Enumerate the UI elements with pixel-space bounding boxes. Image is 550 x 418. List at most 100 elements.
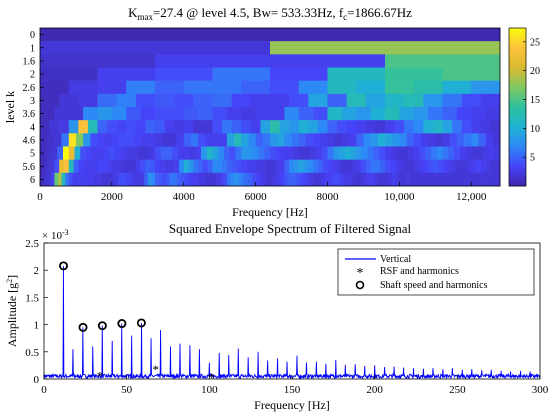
colorbar-segment [509,35,526,39]
heatmap-cell [370,159,376,174]
kurtogram-y-tick-label: 2.6 [23,83,36,94]
heatmap-cell [320,172,325,187]
heatmap-cell [404,93,424,108]
heatmap-cell [250,120,261,134]
heatmap-cell [226,159,232,174]
heatmap-cell [289,159,295,174]
heatmap-cell [143,146,150,160]
colorbar-segment [509,175,526,179]
shaft-speed-marker [136,318,146,328]
heatmap-cell [413,133,422,147]
heatmap-cell [40,80,70,95]
kurtogram-y-tick-label: 1 [30,43,35,54]
heatmap-cell [129,172,134,187]
heatmap-cell [365,120,376,134]
heatmap-cell [155,146,162,160]
heatmap-cell [413,107,429,121]
heatmap-cell [313,133,321,147]
heatmap-cell [126,120,137,134]
heatmap-cell [97,133,105,147]
heatmap-cell [466,159,472,174]
heatmap-cell [145,120,156,134]
legend: Vertical * RSF and harmonics Shaft speed… [337,248,535,296]
heatmap-cell [183,159,189,174]
heatmap-cell [488,146,495,160]
heatmap-cell [332,159,338,174]
heatmap-cell [97,67,156,81]
heatmap-cell [212,159,218,174]
heatmap-cell [377,133,386,147]
heatmap-cell [471,80,501,95]
heatmap-cell [236,159,242,174]
heatmap-cell [224,146,231,160]
heatmap-cell [399,159,405,174]
heatmap-cell [478,133,486,147]
heatmap-cell [140,159,146,174]
heatmap-cell [431,146,438,160]
heatmap-cell [428,107,443,121]
heatmap-cell [289,93,309,108]
heatmap-cell [410,172,415,187]
heatmap-cell [452,159,458,174]
heatmap-cell [438,172,443,187]
heatmap-cell [490,120,501,134]
heatmap-cell [183,133,192,147]
kurtogram-heatmap [40,28,501,187]
heatmap-cell [158,172,163,187]
heatmap-cell [160,146,167,160]
heatmap-cell [162,133,170,147]
heatmap-cell [456,107,472,121]
heatmap-cell [465,146,472,160]
colorbar-segment [509,46,526,50]
heatmap-cell [356,80,386,95]
heatmap-cell [126,146,133,160]
spectrum-y-tick-label: 1.5 [25,292,39,304]
heatmap-cell [246,159,252,174]
spectrum-x-ticks: 0 50 100 150 200 250 300 [41,375,549,396]
heatmap-cell [226,133,235,147]
heatmap-cell [291,172,296,187]
colorbar-tick-label: 5 [530,153,535,164]
heatmap-cell [103,146,110,160]
heatmap-cell [363,133,371,147]
heatmap-cell [338,172,343,187]
heatmap-cell [428,133,436,147]
heatmap-cell [375,159,381,174]
heatmap-cell [133,172,138,187]
heatmap-cell [255,159,261,174]
kurtogram-ylabel: level k [3,91,17,123]
heatmap-cell [180,172,185,187]
heatmap-cell [471,133,479,147]
heatmap-cell [241,172,246,187]
heatmap-cell [395,172,400,187]
colorbar-segment [509,157,526,161]
heatmap-cell [270,107,285,121]
heatmap-cell [176,133,185,147]
heatmap-cell [190,172,195,187]
heatmap-cell [162,172,167,187]
heatmap-cell [331,172,335,187]
heatmap-cell [205,133,213,147]
heatmap-cell [226,172,231,187]
heatmap-cell [159,159,165,174]
heatmap-cell [229,146,236,160]
heatmap-cell [310,146,317,160]
colorbar-segment [509,38,526,42]
heatmap-cell [155,133,163,147]
kurtogram-y-tick-label: 5.6 [23,162,36,173]
heatmap-cell [327,80,357,95]
heatmap-cell [485,107,501,121]
heatmap-cell [337,120,347,134]
heatmap-cell [75,133,84,147]
heatmap-cell [420,172,425,187]
heatmap-cell [423,159,429,174]
kurtogram-y-tick-label: 6 [30,175,35,186]
legend-label-rsf: RSF and harmonics [380,266,459,277]
heatmap-cell [277,172,282,187]
kurtogram-y-tick-label: 3 [30,96,35,107]
heatmap-cell [108,172,113,187]
heatmap-cell [436,146,443,160]
heatmap-cell [155,172,159,187]
heatmap-cell [390,146,397,160]
colorbar-segment [509,30,526,34]
